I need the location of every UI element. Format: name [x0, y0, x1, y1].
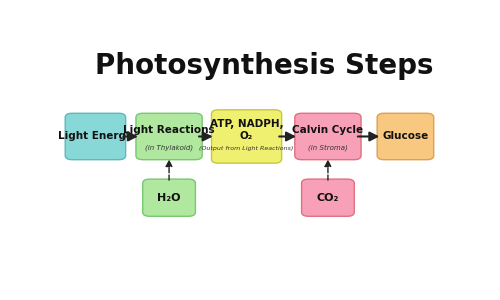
Text: Photosynthesis Steps: Photosynthesis Steps: [95, 52, 433, 80]
FancyBboxPatch shape: [65, 113, 126, 160]
Text: H₂O: H₂O: [158, 193, 181, 203]
FancyBboxPatch shape: [295, 113, 361, 160]
FancyBboxPatch shape: [302, 179, 354, 216]
Text: ATP, NADPH,
O₂: ATP, NADPH, O₂: [210, 119, 284, 141]
FancyBboxPatch shape: [212, 110, 282, 163]
Text: (in Stroma): (in Stroma): [308, 145, 348, 151]
Text: Light Energy: Light Energy: [58, 131, 133, 142]
FancyBboxPatch shape: [142, 179, 196, 216]
FancyBboxPatch shape: [136, 113, 202, 160]
Text: CO₂: CO₂: [317, 193, 339, 203]
Text: (Output from Light Reactions): (Output from Light Reactions): [200, 146, 294, 151]
Text: Calvin Cycle: Calvin Cycle: [292, 125, 364, 135]
FancyBboxPatch shape: [377, 113, 434, 160]
Text: Light Reactions: Light Reactions: [123, 125, 215, 135]
Text: (in Thylakoid): (in Thylakoid): [145, 145, 193, 151]
Text: Glucose: Glucose: [382, 131, 428, 142]
